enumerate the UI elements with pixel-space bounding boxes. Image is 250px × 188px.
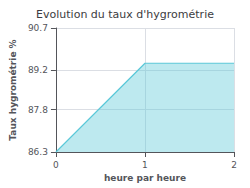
svg-text:heure par heure: heure par heure (104, 173, 186, 183)
svg-text:Taux hygrométrie %: Taux hygrométrie % (8, 39, 18, 140)
svg-text:86.3: 86.3 (28, 147, 48, 157)
svg-text:0: 0 (53, 160, 59, 170)
svg-text:1: 1 (142, 160, 148, 170)
svg-text:89.2: 89.2 (28, 65, 48, 75)
svg-text:90.7: 90.7 (28, 23, 48, 33)
svg-text:87.8: 87.8 (28, 105, 48, 115)
svg-text:2: 2 (231, 160, 237, 170)
svg-text:Evolution du taux d'hygrométri: Evolution du taux d'hygrométrie (36, 8, 214, 21)
